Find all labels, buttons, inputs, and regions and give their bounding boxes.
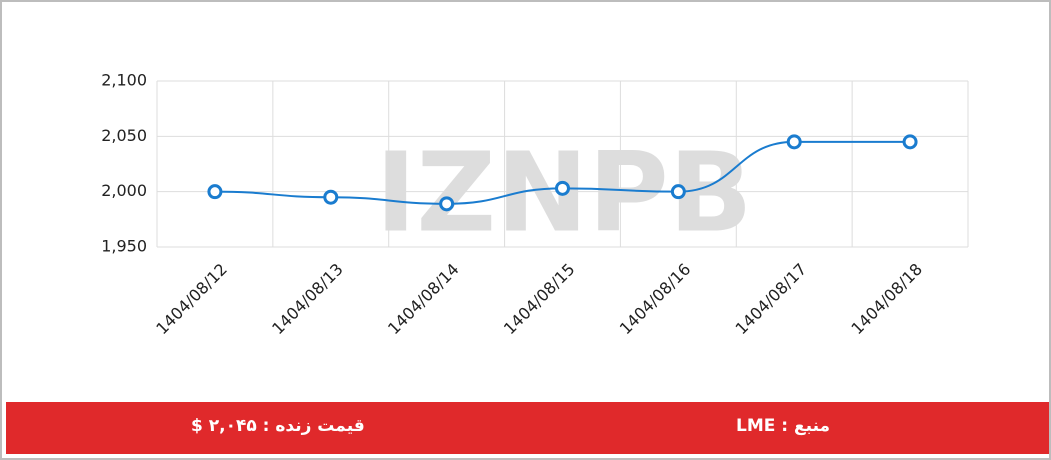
x-tick-label: 1404/08/14: [384, 260, 463, 339]
point: [786, 134, 802, 150]
y-tick-label: 1,950: [101, 237, 147, 256]
x-tick-label: 1404/08/18: [847, 260, 926, 339]
point: [207, 184, 223, 200]
x-tick-label: 1404/08/15: [500, 260, 579, 339]
point: [323, 189, 339, 205]
point: [670, 184, 686, 200]
source: منبع : LME: [736, 416, 831, 436]
y-tick-label: 2,000: [101, 181, 147, 200]
x-tick-label: 1404/08/13: [268, 260, 347, 339]
x-tick-label: 1404/08/16: [616, 260, 695, 339]
footer: منبع : LME قیمت زنده : ۲,۰۴۵ $: [6, 402, 1049, 454]
x-tick-label: 1404/08/17: [732, 260, 811, 339]
point: [902, 134, 918, 150]
y-tick-label: 2,050: [101, 126, 147, 145]
y-tick-label: 2,100: [101, 71, 147, 90]
x-tick-label: 1404/08/12: [152, 260, 231, 339]
live-price: قیمت زنده : ۲,۰۴۵ $: [191, 416, 365, 436]
point: [555, 180, 570, 196]
point: [439, 196, 455, 212]
